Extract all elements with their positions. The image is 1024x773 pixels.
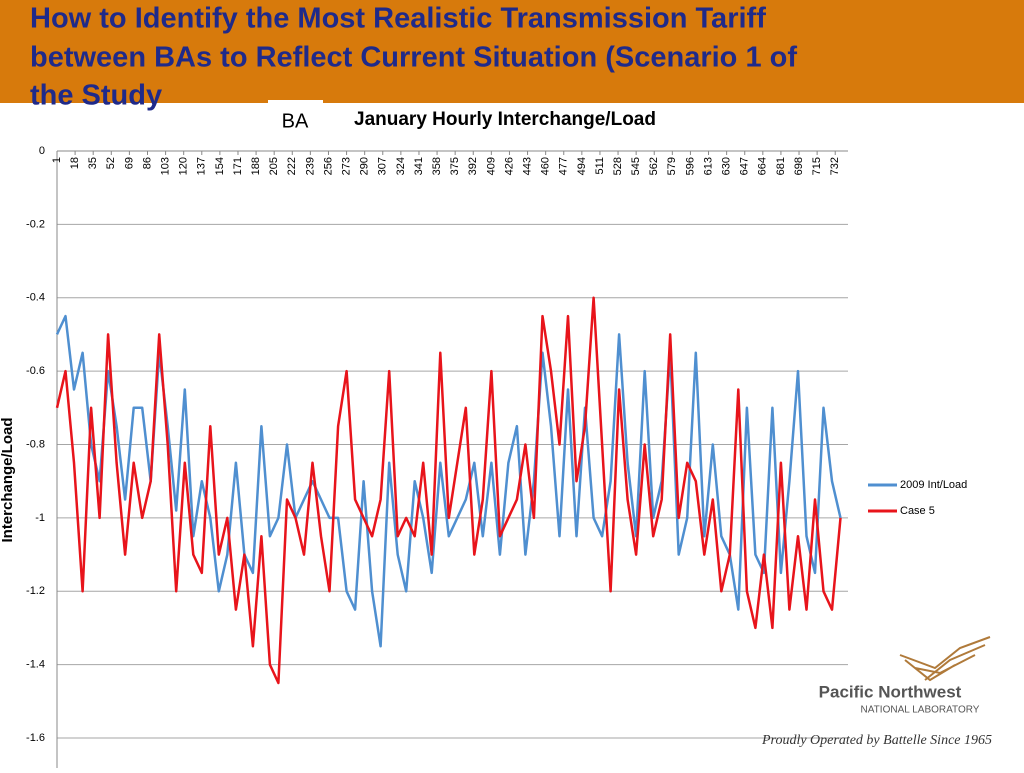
x-tick-label: 273 [340,157,352,175]
label-box [268,100,323,136]
title-bar [0,0,1024,103]
x-tick-label: 545 [630,157,642,175]
y-tick-label: -1.4 [26,659,45,671]
x-tick-label: 18 [69,157,81,169]
x-tick-label: 698 [793,157,805,175]
x-tick-label: 69 [123,157,135,169]
x-tick-label: 681 [775,157,787,175]
y-tick-label: -1.2 [26,585,45,597]
slide-title: between BAs to Reflect Current Situation… [30,42,797,74]
x-tick-label: 647 [739,157,751,175]
y-tick-label: -0.4 [26,292,45,304]
x-tick-label: 171 [232,157,244,175]
x-tick-label: 35 [87,157,99,169]
y-tick-label: 0 [39,145,45,157]
plot: 0 -0.2 -0.4 -0.6 -0.8 -1 -1.2 -1.4 -1.6 1 18 35 52 69… [26,145,967,768]
y-tick-label: -0.2 [26,218,45,230]
y-tick-label: -0.8 [26,438,45,450]
logo-sub: NATIONAL LABORATORY [861,705,980,716]
logo-name: Pacific Northwest [819,682,962,701]
x-tick-label: 494 [576,157,588,175]
x-tick-label: 256 [322,157,334,175]
x-tick-label: 154 [214,157,226,175]
y-tick-label: -1 [35,512,45,524]
x-tick-label: 460 [540,157,552,175]
x-tick-label: 375 [449,157,461,175]
chart-title: January Hourly Interchange/Load [354,109,656,130]
x-tick-label: 630 [721,157,733,175]
x-tick-label: 120 [178,157,190,175]
x-tick-label: 324 [395,157,407,175]
x-tick-label: 579 [666,157,678,175]
x-tick-label: 613 [702,157,714,175]
x-tick-label: 732 [829,157,841,175]
x-tick-label: 188 [250,157,262,175]
x-tick-label: 511 [594,157,606,175]
x-tick-label: 358 [431,157,443,175]
x-tick-label: 477 [558,157,570,175]
x-tick-label: 103 [159,157,171,175]
y-tick-label: -1.6 [26,732,45,744]
logo-tagline: Proudly Operated by Battelle Since 1965 [761,733,992,748]
x-tick-label: 205 [268,157,280,175]
series-line [55,296,842,685]
x-tick-label: 86 [141,157,153,169]
slide-title: the Study [30,80,162,112]
x-tick-label: 562 [648,157,660,175]
logo-mark [899,636,991,682]
x-tick-label: 341 [413,157,425,175]
y-axis-label: Interchange/Load [0,417,16,542]
legend-label: Case 5 [900,505,935,517]
x-tick-label: 715 [811,157,823,175]
logo: Pacific Northwest NATIONAL LABORATORY Pr… [761,636,992,748]
x-tick-label: 596 [684,157,696,175]
x-tick-label: 426 [503,157,515,175]
x-tick-label: 409 [485,157,497,175]
x-tick-label: 528 [612,157,624,175]
legend-label: 2009 Int/Load [900,479,967,491]
x-tick-label: 664 [757,157,769,175]
x-tick-label: 137 [196,157,208,175]
x-tick-label: 290 [359,157,371,175]
x-tick-label: 307 [377,157,389,175]
x-tick-label: 239 [304,157,316,175]
x-tick-label: 1 [51,157,63,163]
x-tick-label: 52 [105,157,117,169]
x-tick-label: 392 [467,157,479,175]
x-tick-label: 222 [286,157,298,175]
y-tick-label: -0.6 [26,365,45,377]
slide-title: How to Identify the Most Realistic Trans… [30,3,766,35]
x-tick-label: 443 [521,157,533,175]
series-line [55,314,842,648]
overlay-label: BA [282,110,309,132]
